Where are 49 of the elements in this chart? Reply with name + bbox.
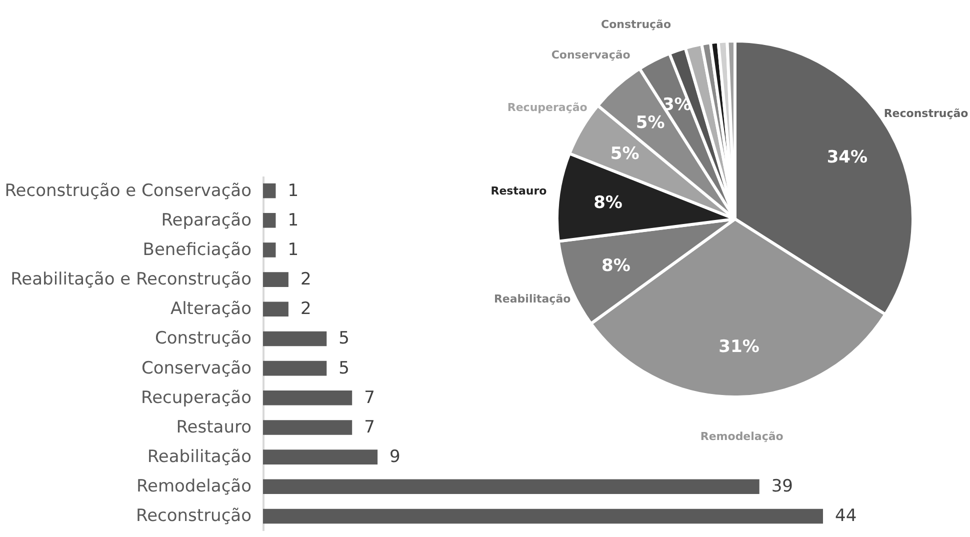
bar xyxy=(263,420,352,435)
data-label: 9 xyxy=(390,447,400,468)
data-label: 1 xyxy=(288,240,299,260)
y-tick-label: Restauro xyxy=(176,417,252,438)
bar xyxy=(263,331,327,346)
data-label: 5% xyxy=(636,112,665,133)
y-tick-label: Reconstrução xyxy=(136,506,252,526)
data-label: 8% xyxy=(602,256,630,276)
y-tick-label: Remodelação xyxy=(136,476,252,497)
bar xyxy=(263,183,276,198)
bar xyxy=(263,360,327,376)
data-label: 2 xyxy=(300,270,312,290)
data-label: 8% xyxy=(594,192,622,213)
data-label: 5% xyxy=(610,144,640,164)
y-tick-label: Recuperação xyxy=(141,388,252,408)
y-tick-label: Conservação xyxy=(142,358,252,378)
data-label: 5 xyxy=(338,328,350,349)
slice-label: Construção xyxy=(601,18,672,31)
slice-label: Recuperação xyxy=(507,101,588,114)
data-label: 7 xyxy=(364,388,375,408)
y-tick-label: Reabilitação xyxy=(147,447,252,468)
bar xyxy=(263,212,276,228)
bar xyxy=(263,479,760,494)
bar xyxy=(263,272,288,287)
data-label: 1 xyxy=(288,210,299,230)
data-label: 7 xyxy=(364,417,375,438)
bar xyxy=(263,390,352,406)
data-label: 39 xyxy=(771,476,794,497)
slice-label: Reconstrução xyxy=(884,106,969,120)
slice-label: Remodelação xyxy=(700,430,784,443)
y-tick-label: Alteração xyxy=(170,299,252,320)
y-tick-label: Beneficiação xyxy=(142,240,252,260)
y-tick-label: Reparação xyxy=(161,210,252,230)
data-label: 31% xyxy=(718,336,760,357)
bar xyxy=(263,508,823,524)
bar xyxy=(263,302,288,317)
data-label: 44 xyxy=(835,506,857,526)
slice-label: Conservação xyxy=(551,48,631,62)
bar xyxy=(263,450,378,464)
data-label: 1 xyxy=(288,180,299,201)
y-tick-label: Reabilitação e Reconstrução xyxy=(10,270,252,290)
bar xyxy=(263,242,276,258)
data-label: 2 xyxy=(300,299,312,320)
slice-label: Reabilitação xyxy=(494,292,572,306)
data-label: 5 xyxy=(338,358,350,378)
data-label: 34% xyxy=(826,147,868,168)
y-tick-label: Construção xyxy=(155,328,252,349)
slice-label: Restauro xyxy=(490,184,548,198)
y-tick-label: Reconstrução e Conservação xyxy=(4,180,252,201)
